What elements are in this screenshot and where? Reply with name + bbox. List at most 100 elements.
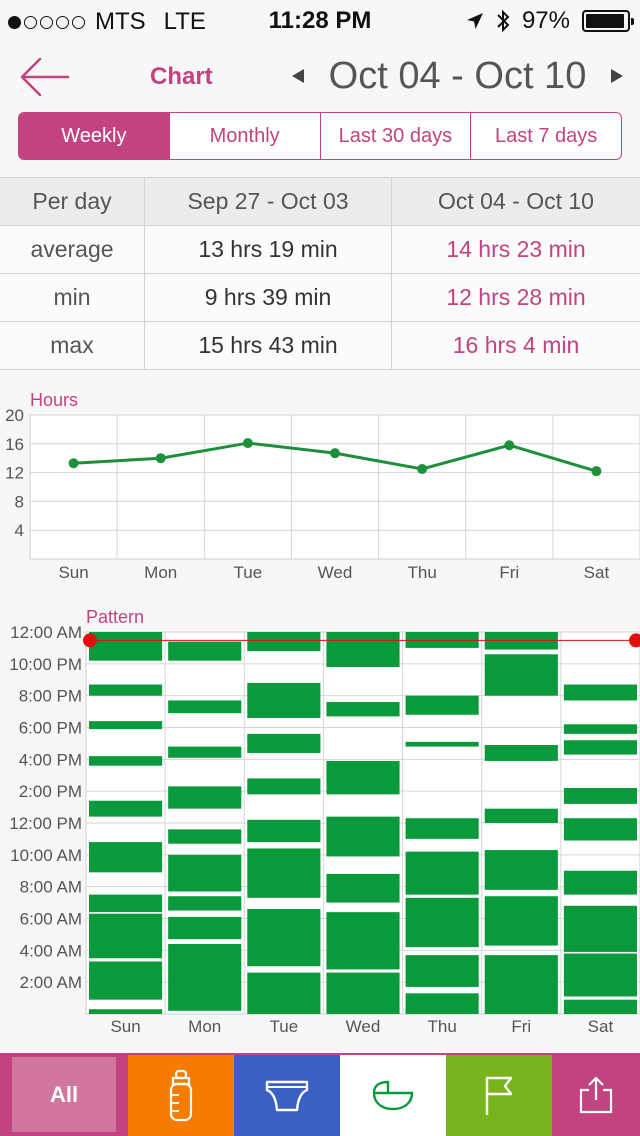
bottom-tab-bar: All [0,1053,640,1136]
tab-all-label: All [12,1057,116,1132]
y-tick-label: 2:00 AM [20,973,82,992]
current-time-marker [83,633,97,648]
sleep-block [326,702,400,717]
data-point [591,466,602,477]
sleep-block [484,955,558,1014]
sleep-block [326,972,400,1014]
sleep-block [326,760,400,795]
sleep-block [89,1009,163,1014]
tab-all[interactable]: All [0,1053,128,1136]
sleep-block [563,905,637,952]
sleep-block [247,632,321,652]
tab-milestones[interactable] [446,1055,552,1136]
share-button[interactable] [552,1053,640,1136]
page-title: Chart [150,63,213,90]
network-type: LTE [163,8,206,35]
x-tick-label: Fri [511,1017,531,1036]
sleep-block [563,999,637,1014]
signal-strength-icon [8,15,85,29]
date-range-navigator: Oct 04 - Oct 10 [285,51,630,101]
share-icon [579,1075,613,1113]
segment-last-7-days[interactable]: Last 7 days [494,124,598,147]
y-tick-label: 16 [5,435,24,454]
sleep-block [168,943,242,1011]
sleep-block [247,819,321,843]
battery-percent: 97% [521,7,570,34]
sleep-block [89,842,163,873]
clock: 11:28 PM [268,7,372,34]
y-tick-label: 4:00 PM [19,750,82,769]
data-point [242,438,253,449]
sleep-block [89,800,163,817]
sleep-block [563,684,637,701]
table-row: max 15 hrs 43 min 16 hrs 4 min [0,322,640,370]
tab-sleep[interactable] [340,1055,446,1136]
data-point [155,453,166,464]
bottle-icon [169,1069,193,1121]
sleep-block [247,848,321,898]
sleep-block [247,972,321,1014]
tab-feeding[interactable] [128,1055,234,1136]
crib-icon [372,1080,414,1110]
bluetooth-icon [497,9,510,33]
sleep-block [563,953,637,997]
sleep-block [168,916,242,940]
tab-diaper[interactable] [234,1055,340,1136]
sleep-block [247,908,321,967]
table-row: min 9 hrs 39 min 12 hrs 28 min [0,274,640,322]
nav-header: Chart Oct 04 - Oct 10 [0,45,640,110]
y-tick-label: 2:00 PM [19,782,82,801]
y-tick-label: 12:00 PM [9,814,82,833]
sleep-block [405,851,479,895]
previous-period-value: 9 hrs 39 min [145,274,392,321]
y-tick-label: 4:00 AM [20,941,82,960]
x-tick-label: Thu [407,563,436,582]
y-tick-label: 12:00 AM [10,623,82,642]
sleep-block [168,641,242,661]
sleep-block [89,913,163,959]
x-tick-label: Wed [346,1017,381,1036]
back-button[interactable] [18,55,72,99]
data-point [504,440,515,451]
current-period-value: 14 hrs 23 min [446,236,586,262]
sleep-block [326,873,400,903]
date-range-label: Oct 04 - Oct 10 [328,54,587,97]
sleep-block [484,896,558,946]
y-tick-label: 12 [5,464,24,483]
sleep-block [405,897,479,948]
x-tick-label: Thu [427,1017,456,1036]
x-tick-label: Mon [144,563,177,582]
current-period-value: 12 hrs 28 min [446,284,586,310]
period-segmented-control: Weekly Monthly Last 30 days Last 7 days [18,112,622,160]
y-tick-label: 10:00 PM [9,655,82,674]
y-tick-label: 10:00 AM [10,846,82,865]
sleep-block [247,733,321,753]
sleep-block [168,896,242,911]
sleep-block [168,786,242,809]
y-tick-label: 8:00 PM [19,687,82,706]
sleep-block [168,746,242,758]
y-tick-label: 8 [15,492,24,511]
sleep-block [563,787,637,804]
segment-last-30-days[interactable]: Last 30 days [321,113,472,159]
sleep-block [326,632,400,668]
x-tick-label: Tue [270,1017,299,1036]
segment-weekly[interactable]: Weekly [19,113,170,159]
column-header: Per day [0,178,145,225]
sleep-block [405,993,479,1014]
column-header: Oct 04 - Oct 10 [438,188,594,214]
sleep-block [89,756,163,766]
sleep-block [563,870,637,895]
triangle-left-icon [292,69,304,83]
sleep-block [168,854,242,892]
previous-range-button[interactable] [285,61,311,91]
row-label: average [0,226,145,273]
x-tick-label: Sat [584,563,610,582]
table-header-row: Per day Sep 27 - Oct 03 Oct 04 - Oct 10 [0,178,640,226]
x-tick-label: Fri [499,563,519,582]
sleep-block [484,808,558,823]
flag-icon [485,1076,513,1115]
battery-icon [582,10,634,32]
segment-monthly[interactable]: Monthly [170,113,321,159]
next-range-button[interactable] [604,61,630,91]
